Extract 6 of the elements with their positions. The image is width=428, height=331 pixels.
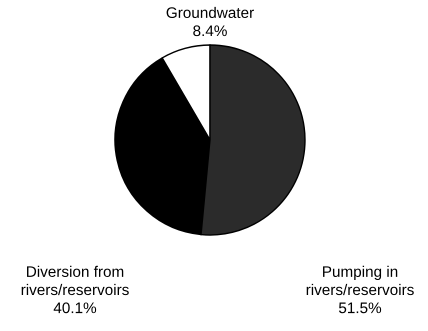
slice-label: Groundwater [166,6,254,18]
slice-label: Pumping in rivers/reservoirs [306,266,414,296]
data-label: 40.1% [54,302,96,314]
slice-label: Diversion from rivers/reservoirs [22,266,129,296]
data-label: 51.5% [338,302,382,314]
data-label: 8.4% [193,25,227,36]
